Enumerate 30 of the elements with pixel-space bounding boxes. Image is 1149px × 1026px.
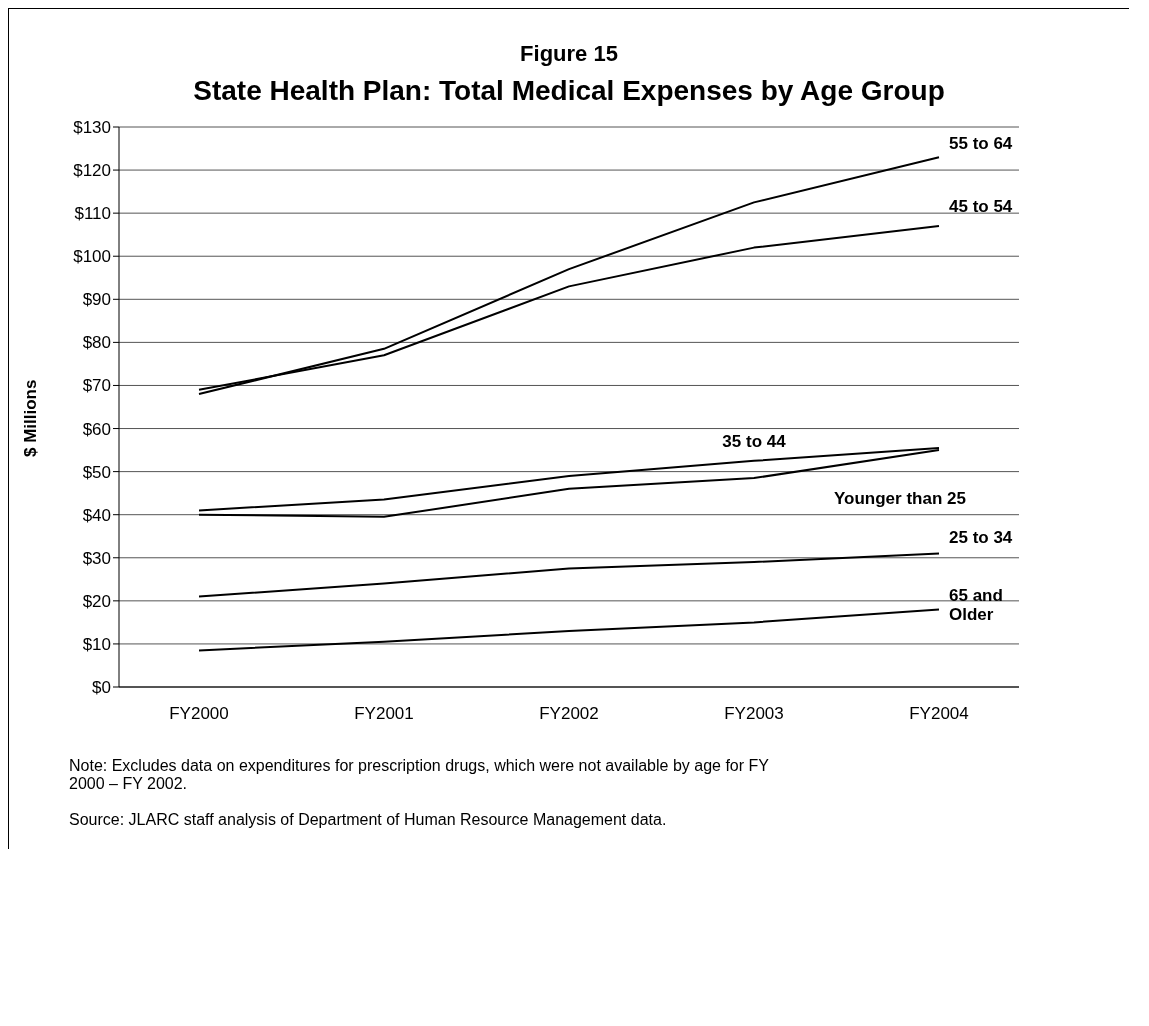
series-label: 55 to 64 — [949, 134, 1013, 154]
series-label: 25 to 34 — [949, 528, 1013, 548]
y-tick-label: $60 — [82, 419, 111, 439]
y-tick-label: $30 — [82, 548, 111, 568]
y-tick-label: $80 — [82, 333, 111, 353]
y-tick-label: $70 — [82, 376, 111, 396]
y-tick-label: $100 — [73, 247, 111, 267]
y-tick-label: $110 — [74, 204, 111, 224]
y-tick-label: $50 — [82, 462, 111, 482]
x-tick-label: FY2000 — [169, 704, 229, 724]
y-axis-title: $ Millions — [21, 379, 40, 457]
x-tick-label: FY2004 — [909, 704, 969, 724]
chart-subtitle: State Health Plan: Total Medical Expenses by Age Group — [192, 75, 946, 107]
series-label: Younger than 25 — [834, 489, 966, 509]
y-tick-label: $40 — [82, 505, 111, 525]
chart-title: Figure 15 — [519, 41, 619, 67]
series-label: 35 to 44 — [722, 431, 787, 451]
x-tick-label: FY2003 — [724, 704, 784, 724]
x-tick-label: FY2002 — [539, 704, 599, 724]
text: Note: Excludes data on expenditures for prescription drugs, which were not available by age for FY 2000 – FY 2002. — [69, 757, 770, 793]
series-label: 45 to 54 — [949, 197, 1013, 217]
series-label: 65 and Older — [949, 586, 1003, 625]
y-tick-label: $20 — [82, 591, 111, 611]
y-tick-label: $0 — [92, 678, 111, 698]
x-tick-label: FY2001 — [354, 704, 414, 724]
source-note: Source: JLARC staff analysis of Department of Human Resource Management data. — [69, 811, 668, 829]
y-tick-label: $120 — [73, 161, 111, 181]
y-tick-label: $10 — [82, 634, 111, 654]
y-tick-label: $90 — [82, 290, 111, 310]
y-tick-label: $130 — [73, 118, 111, 138]
